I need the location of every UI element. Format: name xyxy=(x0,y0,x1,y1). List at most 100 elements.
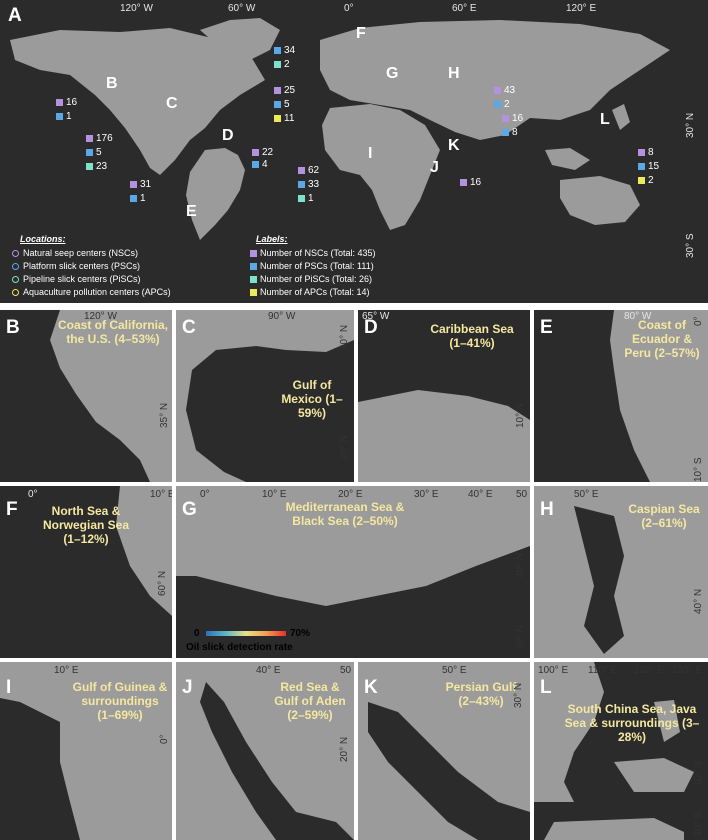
panel-l-tick: 120° E xyxy=(634,665,665,676)
panel-e-tick: 80° W xyxy=(624,311,652,322)
panel-c-map xyxy=(176,310,354,482)
panel-l-tick: 100° E xyxy=(538,665,569,676)
count-l-nsc: 8 xyxy=(638,148,654,158)
legend-nsc: Natural seep centers (NSCs) xyxy=(12,248,138,258)
colorbar-max: 70% xyxy=(290,628,311,639)
count-c-nsc: 176 xyxy=(86,134,113,144)
panel-i-label: I xyxy=(6,677,12,698)
colorbar-label: Oil slick detection rate xyxy=(186,642,293,653)
labels-legend-title: Labels: xyxy=(256,234,288,244)
panel-f-tick: 0° xyxy=(28,489,38,500)
label-apc-total: Number of APCs (Total: 14) xyxy=(250,287,370,297)
count-c-psc: 5 xyxy=(86,148,102,158)
label-nsc-total: Number of NSCs (Total: 435) xyxy=(250,248,376,258)
lon-tick: 120° W xyxy=(120,3,153,14)
panel-k-label: K xyxy=(364,677,378,698)
count-f-nsc: 34 xyxy=(274,46,295,56)
panel-c-tick: 30° N xyxy=(339,324,350,350)
lon-tick: 0° xyxy=(344,3,354,14)
world-landmasses xyxy=(10,18,670,240)
panel-j-title: Red Sea & Gulf of Aden (2–59%) xyxy=(274,680,346,723)
panel-g-map xyxy=(176,486,530,606)
panel-f-map xyxy=(116,486,172,616)
panel-j-label: J xyxy=(182,677,193,698)
region-label-i: I xyxy=(368,145,373,162)
count-k-nsc: 16 xyxy=(502,114,523,124)
panel-g-tick: 20° E xyxy=(338,489,363,500)
panel-l-tick: 10° S xyxy=(693,811,704,836)
lon-tick: 60° E xyxy=(452,3,477,14)
count-h-psc: 2 xyxy=(494,100,510,110)
panel-d-label: D xyxy=(364,317,378,338)
count-k-psc: 8 xyxy=(502,128,518,138)
panel-h-label: H xyxy=(540,499,554,520)
panel-h-tick: 40° N xyxy=(693,588,704,614)
lat-tick: 30° S xyxy=(685,233,696,258)
panel-j-tick: 20° N xyxy=(339,736,350,762)
panel-l-map xyxy=(534,662,694,840)
world-map-svg xyxy=(10,18,670,240)
region-label-f: F xyxy=(356,25,366,42)
count-b-nsc: 16 xyxy=(56,98,77,108)
label-psc-total: Number of PSCs (Total: 111) xyxy=(250,261,374,271)
panel-j-map xyxy=(176,662,354,840)
panel-g-mediterranean: G Mediterranean Sea & Black Sea (2–50%) … xyxy=(176,486,530,658)
panel-b-title: Coast of California, the U.S. (4–53%) xyxy=(58,318,169,347)
panel-l-label: L xyxy=(540,677,552,698)
count-c-pisc: 23 xyxy=(86,162,107,172)
panel-d-title: Caribbean Sea (1–41%) xyxy=(430,322,514,351)
legend-pisc: Pipeline slick centers (PiSCs) xyxy=(12,274,141,284)
panel-c-title: Gulf of Mexico (1–59%) xyxy=(281,378,343,421)
region-label-b: B xyxy=(106,75,118,92)
panel-e-tick: 0° xyxy=(693,316,704,326)
panel-i-gulf-of-guinea: I Gulf of Guinea & surroundings (1–69%) … xyxy=(0,662,172,840)
panel-b-california: B Coast of California, the U.S. (4–53%) … xyxy=(0,310,172,482)
count-b-psc: 1 xyxy=(56,112,72,122)
panel-i-title: Gulf of Guinea & surroundings (1–69%) xyxy=(72,680,168,723)
panel-k-title: Persian Gulf (2–43%) xyxy=(445,680,517,709)
panel-l-south-china-sea: L South China Sea, Java Sea & surroundin… xyxy=(534,662,708,840)
panel-l-title: South China Sea, Java Sea & surroundings… xyxy=(564,702,700,745)
panel-l-tick: 110° E xyxy=(588,665,618,676)
panel-g-tick: 30° E xyxy=(414,489,439,500)
panel-j-tick: 40° E xyxy=(256,665,281,676)
count-d-nsc: 22 xyxy=(252,148,273,158)
panel-c-gulf-of-mexico: C Gulf of Mexico (1–59%) 90° W 30° N 20°… xyxy=(176,310,354,482)
panel-f-north-sea: F North Sea & Norwegian Sea (1–12%) 0° 1… xyxy=(0,486,172,658)
panel-i-tick: 10° E xyxy=(54,665,79,676)
panel-f-tick: 60° N xyxy=(157,570,168,596)
panel-k-map xyxy=(358,662,530,840)
panel-k-tick: 50° E xyxy=(442,665,467,676)
panel-i-map xyxy=(0,662,172,840)
panel-l-tick: 10° N xyxy=(693,760,704,786)
lon-tick: 120° E xyxy=(566,3,597,14)
region-label-d: D xyxy=(222,127,234,144)
panel-a-label: A xyxy=(8,5,22,26)
legend-psc: Platform slick centers (PSCs) xyxy=(12,261,140,271)
panel-g-tick: 50 xyxy=(516,489,528,500)
panel-c-tick: 90° W xyxy=(268,311,296,322)
count-g-apc: 11 xyxy=(274,114,294,124)
count-l-psc: 15 xyxy=(638,162,659,172)
panel-b-tick: 120° W xyxy=(84,311,117,322)
count-i-nsc: 62 xyxy=(298,166,319,176)
colorbar xyxy=(206,631,286,636)
panel-e-label: E xyxy=(540,317,553,338)
count-i-pisc: 1 xyxy=(298,194,314,204)
region-label-g: G xyxy=(386,65,399,82)
panel-g-label: G xyxy=(182,499,197,520)
count-e-nsc: 31 xyxy=(130,180,151,190)
colorbar-min: 0 xyxy=(194,628,200,639)
panel-d-map xyxy=(358,390,530,482)
panel-a-world-map: A 120° W 60° W 0° 60° E 120° E 30° N 30°… xyxy=(0,0,708,303)
region-label-e: E xyxy=(186,203,197,220)
region-label-j: J xyxy=(430,159,439,176)
region-label-c: C xyxy=(166,95,178,112)
region-label-h: H xyxy=(448,65,460,82)
count-d-psc: 4 xyxy=(252,160,268,170)
panel-b-tick: 35° N xyxy=(159,402,170,428)
count-g-psc: 5 xyxy=(274,100,290,110)
panel-e-ecuador-peru: E Coast of Ecuador & Peru (2–57%) 80° W … xyxy=(534,310,708,482)
panel-j-red-sea: J Red Sea & Gulf of Aden (2–59%) 40° E 5… xyxy=(176,662,354,840)
